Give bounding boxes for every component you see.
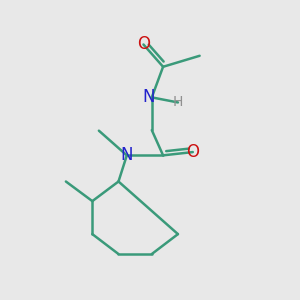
Text: H: H — [173, 95, 183, 110]
Text: N: N — [121, 146, 133, 164]
Text: O: O — [186, 143, 199, 161]
Text: N: N — [142, 88, 155, 106]
Text: O: O — [137, 35, 150, 53]
